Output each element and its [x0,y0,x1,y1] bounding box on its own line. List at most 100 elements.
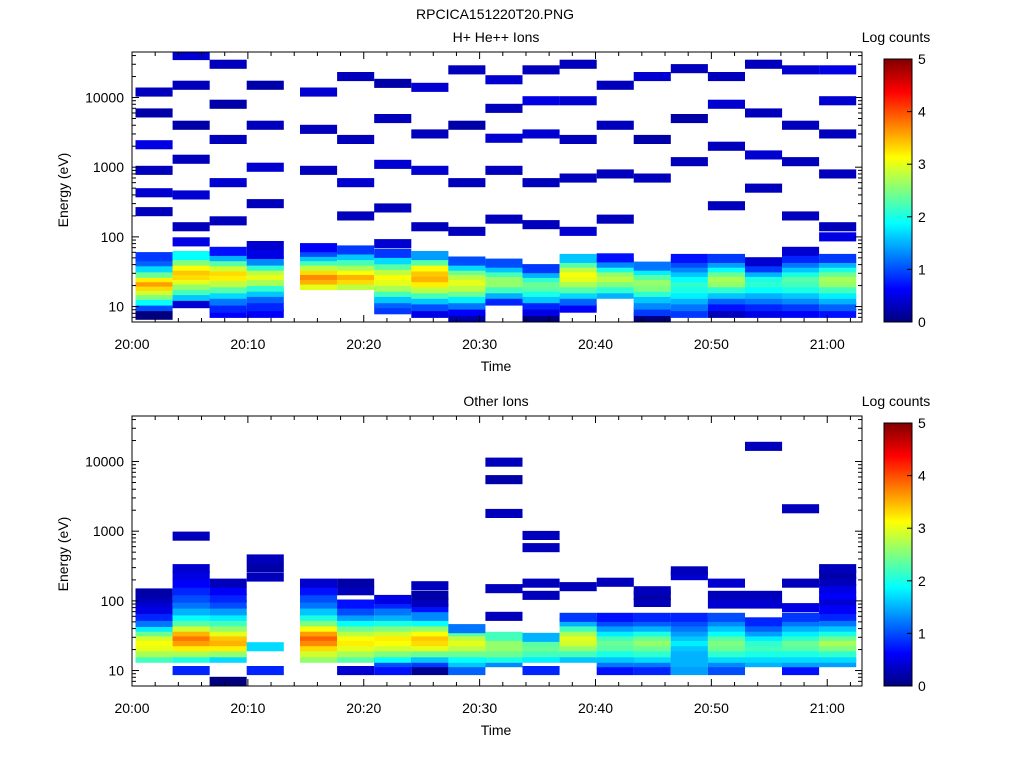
heatmap-cell [135,268,173,278]
heatmap-cell [633,72,671,82]
heatmap-cell [670,278,708,288]
heatmap-cell [782,637,820,647]
heatmap-cell [246,80,284,90]
heatmap-cell [172,154,210,164]
heatmap-cell [246,162,284,172]
heatmap-cell [448,120,486,130]
x-tick-label: 20:10 [230,336,265,352]
x-tick-label: 20:40 [578,336,613,352]
heatmap-cell [745,295,783,305]
heatmap-cell [745,590,783,600]
heatmap-cell [819,648,857,658]
heatmap-cell [559,303,597,313]
heatmap-cell [819,232,857,242]
heatmap-cell [135,593,173,603]
heatmap-cell [819,569,857,579]
heatmap-cell [782,273,820,283]
heatmap-cell [300,593,338,603]
heatmap-cell [707,590,745,600]
heatmap-cell [337,611,375,621]
heatmap-cell [337,606,375,616]
heatmap-cell [745,637,783,647]
heatmap-cell [411,256,449,266]
heatmap-cell [172,627,210,637]
heatmap-cell [670,273,708,283]
heatmap-cell [246,241,284,251]
heatmap-cell [670,637,708,647]
heatmap-cell [246,642,284,652]
heatmap-cell [246,554,284,564]
heatmap-cell [485,296,523,306]
heatmap-cell [745,273,783,283]
heatmap-cell [172,222,210,232]
heatmap-cell [819,611,857,621]
heatmap-cell [135,648,173,658]
heatmap-cell [246,287,284,297]
heatmap-cell [633,270,671,280]
heatmap-cell [522,294,560,304]
heatmap-cell [172,190,210,200]
heatmap-cell [374,255,412,265]
heatmap-cell [522,578,560,588]
heatmap-cell [819,258,857,268]
heatmap-cell [596,577,634,587]
heatmap-cell [522,543,560,553]
heatmap-cell [633,666,671,676]
heatmap-cell [135,263,173,273]
heatmap-cell [172,52,210,61]
heatmap-cell [782,258,820,268]
heatmap-cell [559,582,597,592]
heatmap-cell [209,637,247,647]
heatmap-cell [782,65,820,75]
heatmap-cell [374,114,412,124]
colorbar-tick-label: 4 [918,104,926,120]
x-axis-label: Time [481,358,512,374]
heatmap-cell [135,605,173,615]
heatmap-cell [172,578,210,588]
heatmap-cell [300,281,338,291]
heatmap-cell [633,612,671,622]
plot-axes: 20:00 20:10 20:20 20:30 20:40 20:50 21:00 10 100… [85,415,863,716]
heatmap-cell [819,253,857,263]
heatmap-cell [374,270,412,280]
heatmap-cell [745,278,783,288]
heatmap-cell [522,530,560,540]
heatmap-cell [300,586,338,596]
heatmap-cell [300,124,338,134]
heatmap-cell [246,294,284,304]
heatmap-cell [782,627,820,637]
heatmap-cell [337,642,375,652]
heatmap-cell [522,306,560,316]
heatmap-cell [782,308,820,318]
heatmap-cell [411,308,449,318]
heatmap-cell [522,220,560,230]
heatmap-cell [633,300,671,310]
heatmap-cell [374,637,412,647]
heatmap-cell [337,251,375,261]
heatmap-cell [522,312,560,322]
heatmap-cell [135,252,173,262]
heatmap-cell [300,578,338,588]
heatmap-cell [559,284,597,294]
heatmap-cell [596,637,634,647]
heatmap-cell [596,278,634,288]
heatmap-cell [300,653,338,663]
heatmap-cell [209,59,247,69]
x-tick-label: 20:10 [230,700,265,716]
heatmap-cell [819,627,857,637]
heatmap-cell [819,284,857,294]
heatmap-cell [745,108,783,118]
heatmap-cell [559,289,597,299]
heatmap-cell [172,256,210,266]
heatmap-cell [707,289,745,299]
heatmap-cell [135,290,173,300]
heatmap-cell [411,627,449,637]
heatmap-cell [448,65,486,75]
x-tick-label: 21:00 [810,336,845,352]
heatmap-cell [782,612,820,622]
heatmap-cell [633,173,671,183]
heatmap-cell [411,251,449,261]
heatmap-cell [300,611,338,621]
heatmap-cell [485,637,523,647]
x-tick-label: 20:00 [114,336,149,352]
